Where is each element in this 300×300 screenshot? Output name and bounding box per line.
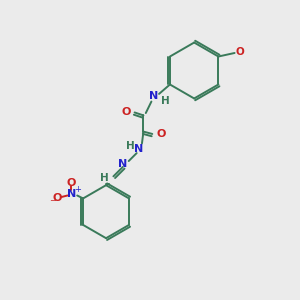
- Text: −: −: [49, 196, 56, 205]
- Text: O: O: [236, 46, 244, 56]
- Text: O: O: [157, 129, 166, 139]
- Text: N: N: [67, 189, 76, 199]
- Text: +: +: [75, 184, 82, 194]
- Text: N: N: [134, 144, 144, 154]
- Text: O: O: [121, 107, 130, 118]
- Text: H: H: [126, 141, 135, 151]
- Text: H: H: [160, 96, 169, 106]
- Text: N: N: [118, 159, 128, 169]
- Text: N: N: [149, 91, 158, 101]
- Text: H: H: [100, 173, 108, 183]
- Text: O: O: [67, 178, 76, 188]
- Text: O: O: [53, 193, 62, 203]
